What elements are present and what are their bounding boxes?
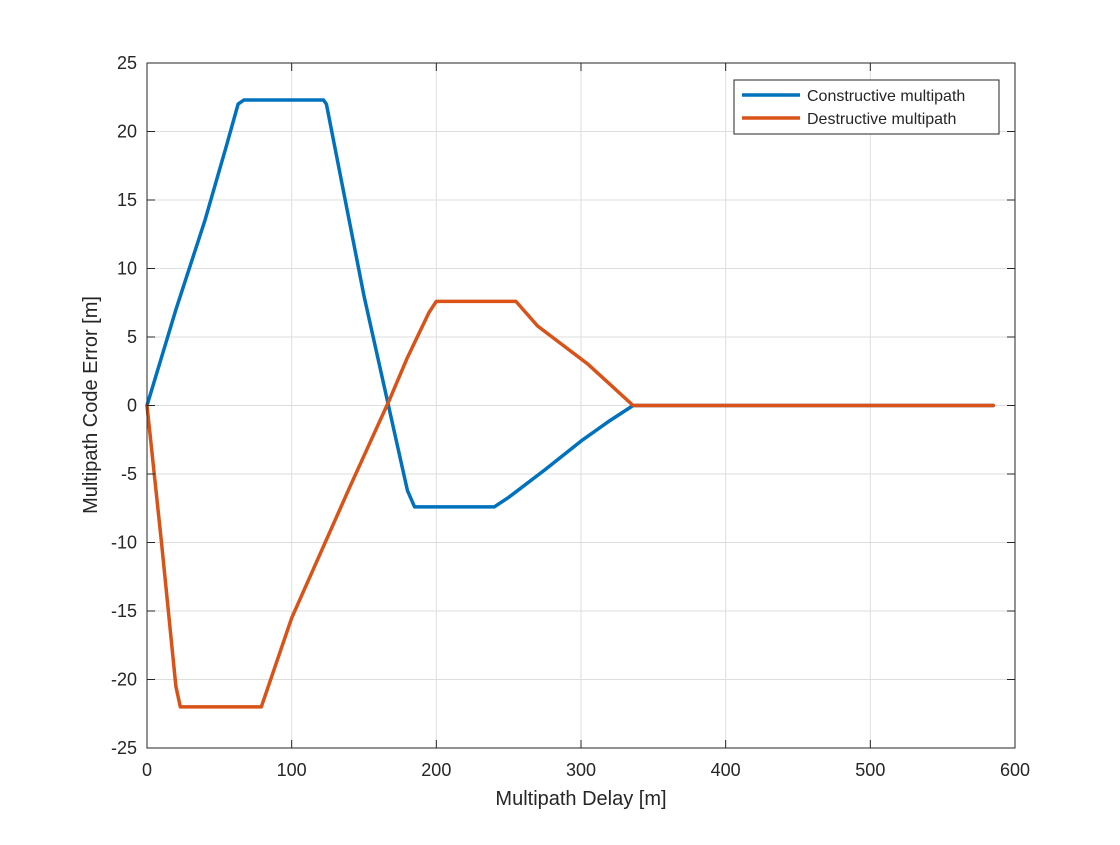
y-tick-label: -5 xyxy=(121,464,137,484)
y-tick-label: 5 xyxy=(127,327,137,347)
x-tick-label: 100 xyxy=(277,760,307,780)
y-tick-label: 25 xyxy=(117,53,137,73)
y-tick-label: 0 xyxy=(127,396,137,416)
y-tick-label: -20 xyxy=(111,670,137,690)
y-tick-label: -10 xyxy=(111,533,137,553)
y-tick-label: -15 xyxy=(111,601,137,621)
ticks: 0 100 200 300 400 500 600 -25 -20 -15 -10 -5 0 5 10 15 2… xyxy=(111,53,1030,780)
legend: Constructive multipath Destructive multi… xyxy=(733,79,1000,135)
x-tick-label: 300 xyxy=(566,760,596,780)
series-layer xyxy=(145,98,996,709)
legend-label-constructive: Constructive multipath xyxy=(807,88,965,105)
x-tick-label: 0 xyxy=(142,760,152,780)
x-tick-label: 500 xyxy=(855,760,885,780)
y-tick-label: 20 xyxy=(117,122,137,142)
x-tick-label: 600 xyxy=(1000,760,1030,780)
y-tick-label: -25 xyxy=(111,738,137,758)
legend-label-destructive: Destructive multipath xyxy=(807,111,956,128)
legend-box xyxy=(733,79,1000,135)
x-axis-label: Multipath Delay [m] xyxy=(495,788,666,810)
y-axis-label: Multipath Code Error [m] xyxy=(80,296,102,514)
y-tick-label: 10 xyxy=(117,259,137,279)
y-tick-label: 15 xyxy=(117,190,137,210)
series-line-destructive xyxy=(145,299,996,709)
x-tick-label: 400 xyxy=(711,760,741,780)
series-line-constructive xyxy=(145,98,996,509)
x-tick-label: 200 xyxy=(421,760,451,780)
